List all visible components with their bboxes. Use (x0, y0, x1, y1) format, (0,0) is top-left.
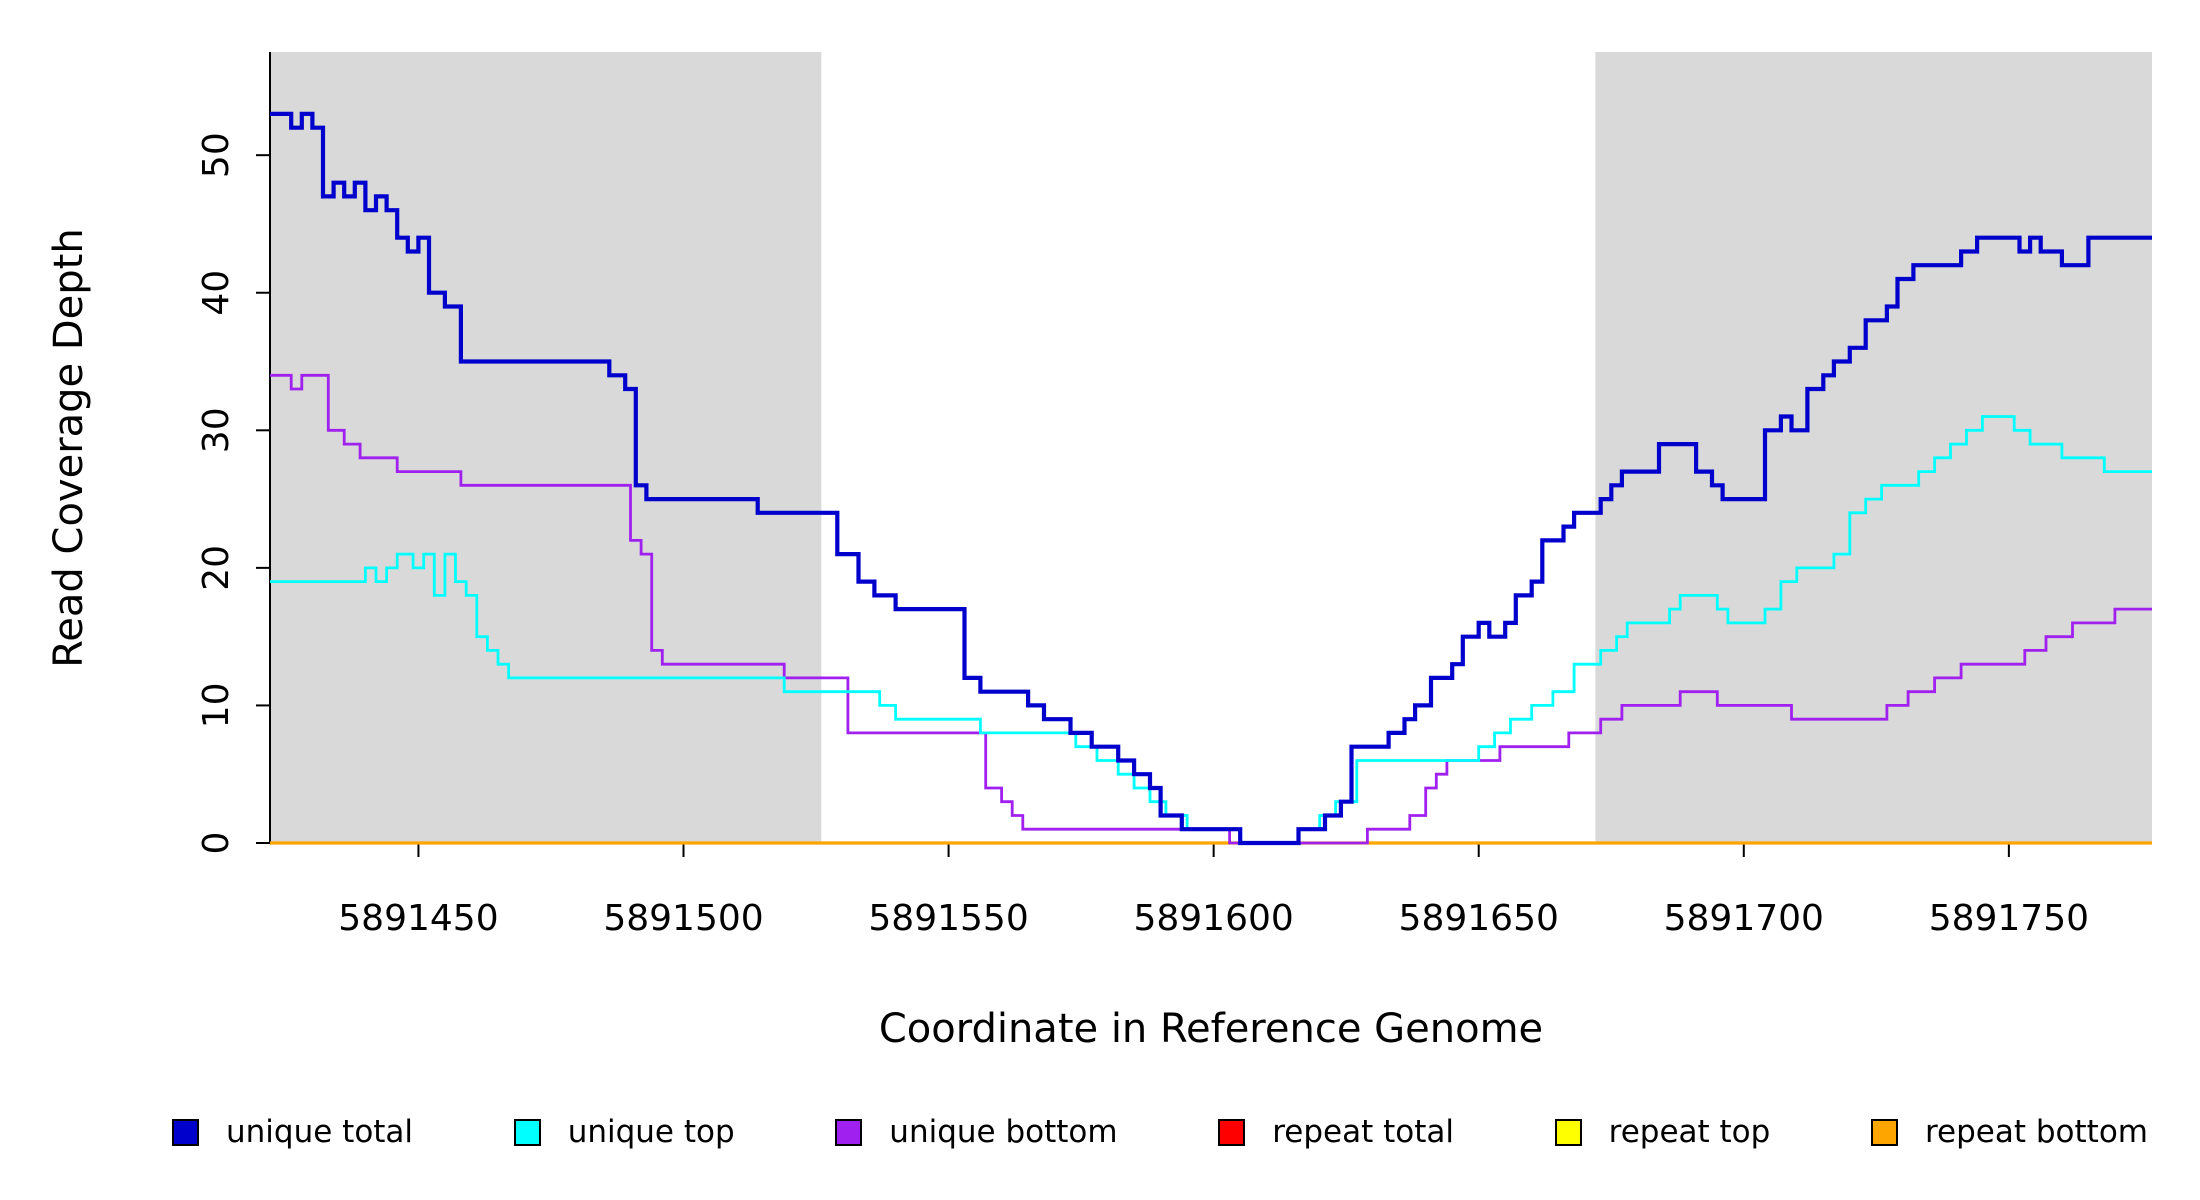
coverage-chart: 5891450 5891500 5891550 5891600 5891650 58917… (46, 52, 2152, 1052)
legend-swatch-repeat-top (1554, 1118, 1582, 1146)
legend-label: repeat top (1608, 1114, 1771, 1150)
y-tick-label: 40 (196, 270, 237, 316)
legend-swatch-repeat-total (1218, 1118, 1246, 1146)
legend-swatch-unique-top (513, 1118, 541, 1146)
legend-item-unique-bottom: unique bottom (835, 1114, 1118, 1150)
x-tick-label: 5891600 (1133, 898, 1293, 939)
legend-label: repeat bottom (1924, 1114, 2148, 1150)
legend-label: unique total (226, 1114, 414, 1150)
y-tick-label: 50 (196, 132, 237, 178)
legend-swatch-repeat-bottom (1870, 1118, 1898, 1146)
series-line-unique-top (270, 415, 2152, 845)
legend-label: unique top (567, 1114, 735, 1150)
x-tick-label: 5891700 (1664, 898, 1824, 939)
legend-label: repeat total (1272, 1114, 1454, 1150)
legend-swatch-unique-total (172, 1118, 199, 1146)
x-tick-label: 5891750 (1929, 898, 2089, 939)
legend-label: unique bottom (889, 1114, 1118, 1150)
y-tick-label: 0 (196, 832, 237, 855)
y-tick-label: 30 (196, 407, 237, 453)
y-tick-label: 20 (196, 545, 237, 591)
legend: unique total unique top unique bottom repea… (172, 1106, 2148, 1158)
y-tick-label: 10 (196, 683, 237, 729)
shaded-region (1595, 52, 2152, 843)
series-line-unique-total (270, 111, 2152, 846)
legend-item-repeat-bottom: repeat bottom (1870, 1114, 2148, 1150)
x-tick-label: 5891450 (338, 898, 498, 939)
legend-item-unique-top: unique top (513, 1114, 735, 1150)
x-tick-label: 5891500 (603, 898, 763, 939)
legend-item-repeat-top: repeat top (1554, 1114, 1771, 1150)
x-axis-title: Coordinate in Reference Genome (879, 1006, 1543, 1052)
legend-swatch-unique-bottom (835, 1118, 863, 1146)
shaded-regions-layer (270, 52, 2152, 843)
series-line-unique-bottom (270, 373, 2152, 845)
x-tick-label: 5891550 (868, 898, 1028, 939)
axes-layer: 5891450 5891500 5891550 5891600 5891650 58917… (196, 52, 2152, 939)
legend-item-unique-total: unique total (172, 1114, 413, 1150)
x-tick-label: 5891650 (1399, 898, 1559, 939)
legend-item-repeat-total: repeat total (1218, 1114, 1454, 1150)
y-axis-title: Read Coverage Depth (46, 228, 92, 667)
series-layer (270, 111, 2152, 846)
shaded-region (270, 52, 822, 843)
